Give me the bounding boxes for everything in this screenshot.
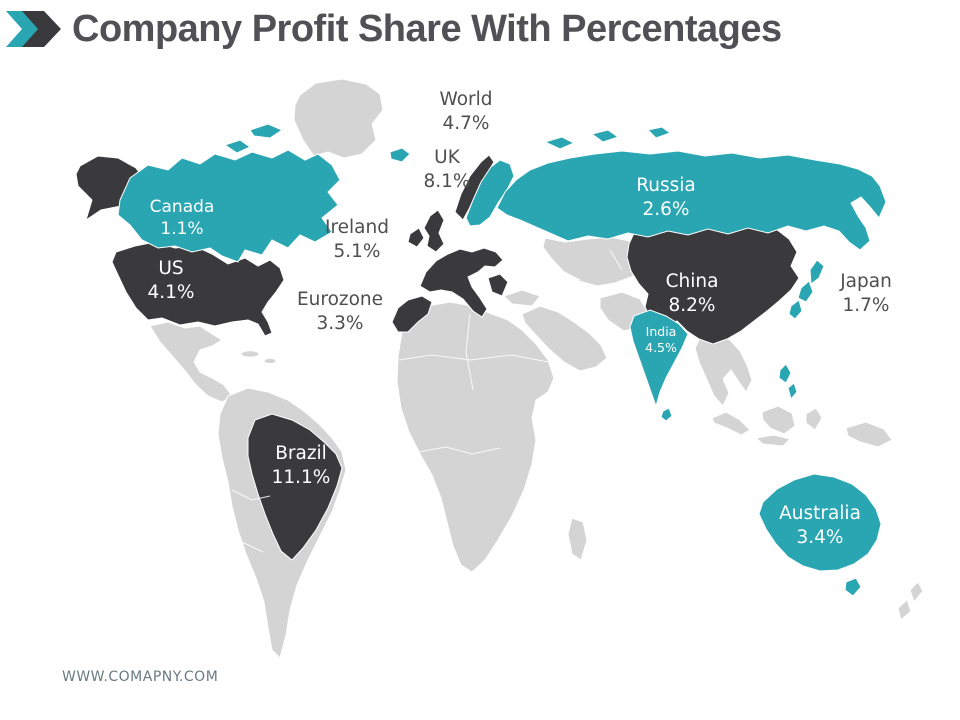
map-region-japan-south	[788, 299, 803, 320]
chevron-dark-icon	[22, 11, 61, 47]
map-region-philippines-north	[778, 363, 792, 384]
region-name: Ireland	[325, 217, 389, 238]
region-name: Japan	[840, 271, 892, 292]
map-region-arctic-russia-2	[590, 129, 620, 143]
map-region-tasmania	[844, 577, 862, 597]
region-value: 5.1%	[333, 240, 381, 262]
map-region-arabia	[521, 305, 608, 372]
map-region-ireland	[407, 227, 425, 248]
map-region-canada	[117, 149, 341, 263]
map-label-us: US 4.1%	[148, 257, 195, 304]
map-region-new-zealand-south	[897, 599, 912, 621]
map-region-japan-north	[809, 259, 825, 285]
region-value: 4.1%	[147, 281, 195, 303]
double-chevron-right-icon	[6, 11, 61, 47]
map-region-borneo	[761, 405, 796, 435]
map-region-australia	[758, 473, 882, 572]
map-label-australia: Australia 3.4%	[779, 502, 861, 549]
map-region-europe-mainland	[419, 247, 504, 318]
region-value: 3.3%	[316, 312, 364, 334]
region-value: 8.2%	[668, 294, 716, 316]
footer-url: WWW.COMAPNY.COM	[62, 669, 219, 685]
region-value: 4.7%	[442, 112, 490, 134]
map-region-new-zealand-north	[909, 581, 924, 604]
region-name: India	[645, 324, 677, 339]
map-label-russia: Russia 2.6%	[636, 174, 696, 221]
region-value: 1.7%	[842, 294, 890, 316]
map-label-world: World 4.7%	[439, 88, 492, 135]
map-region-caribbean-2	[263, 357, 277, 365]
map-region-mexico-central-america	[149, 321, 233, 403]
map-label-canada: Canada 1.1%	[150, 197, 215, 241]
region-name: Australia	[779, 503, 861, 524]
map-region-brazil	[247, 413, 343, 561]
map-region-arctic-russia-1	[543, 136, 576, 150]
map-region-sweden-finland	[465, 159, 515, 227]
map-teal-highlights	[117, 123, 887, 597]
region-name: World	[439, 89, 493, 110]
map-region-turkey	[503, 289, 541, 307]
map-label-ireland: Ireland 5.1%	[325, 216, 389, 263]
map-region-balkans-greece	[487, 273, 509, 297]
map-region-madagascar	[567, 517, 588, 561]
map-region-iceland	[389, 147, 411, 163]
map-region-norway	[454, 154, 495, 221]
map-region-africa	[396, 301, 555, 573]
map-region-arctic-islands-1	[249, 123, 284, 139]
map-region-russia	[496, 150, 887, 251]
region-name: Brazil	[275, 443, 327, 464]
map-region-southeast-asia	[694, 332, 753, 407]
country-borders-overlay	[231, 249, 623, 553]
region-value: 1.1%	[160, 218, 204, 239]
map-dark-highlights	[75, 154, 800, 561]
map-region-us	[111, 241, 285, 337]
map-region-iberia	[391, 295, 433, 333]
region-value: 2.6%	[642, 198, 690, 220]
map-region-japan-main	[797, 280, 814, 303]
page-title: Company Profit Share With Percentages	[72, 8, 782, 50]
region-name: Eurozone	[296, 289, 384, 310]
title-bar: Company Profit Share With Percentages	[6, 6, 782, 52]
map-region-india	[629, 309, 689, 408]
map-region-caribbean	[240, 350, 260, 358]
map-region-sri-lanka	[660, 407, 673, 422]
map-region-sulawesi	[805, 407, 823, 431]
region-name: Russia	[636, 175, 696, 196]
region-name: Canada	[149, 197, 215, 217]
map-region-arctic-islands-2	[223, 139, 251, 154]
map-region-arctic-russia-3	[646, 126, 672, 139]
map-label-japan: Japan 1.7%	[840, 270, 892, 317]
region-value: 4.5%	[645, 340, 677, 356]
map-region-new-guinea	[845, 421, 893, 448]
map-label-china: China 8.2%	[666, 270, 719, 317]
region-name: UK	[434, 147, 460, 168]
map-label-brazil: Brazil 11.1%	[272, 442, 331, 489]
map-region-uk	[423, 209, 445, 253]
map-region-philippines-south	[787, 382, 798, 401]
region-value: 3.4%	[796, 526, 844, 548]
map-label-india: India 4.5%	[645, 324, 677, 357]
map-region-sumatra	[711, 411, 751, 436]
region-value: 8.1%	[423, 170, 471, 192]
map-label-uk: UK 8.1%	[424, 146, 471, 193]
map-region-java	[754, 434, 791, 447]
map-label-eurozone: Eurozone 3.3%	[297, 288, 383, 335]
map-region-greenland	[293, 78, 384, 159]
region-value: 11.1%	[271, 466, 331, 488]
region-name: China	[665, 271, 719, 292]
region-name: US	[158, 258, 184, 279]
world-map	[75, 78, 924, 659]
